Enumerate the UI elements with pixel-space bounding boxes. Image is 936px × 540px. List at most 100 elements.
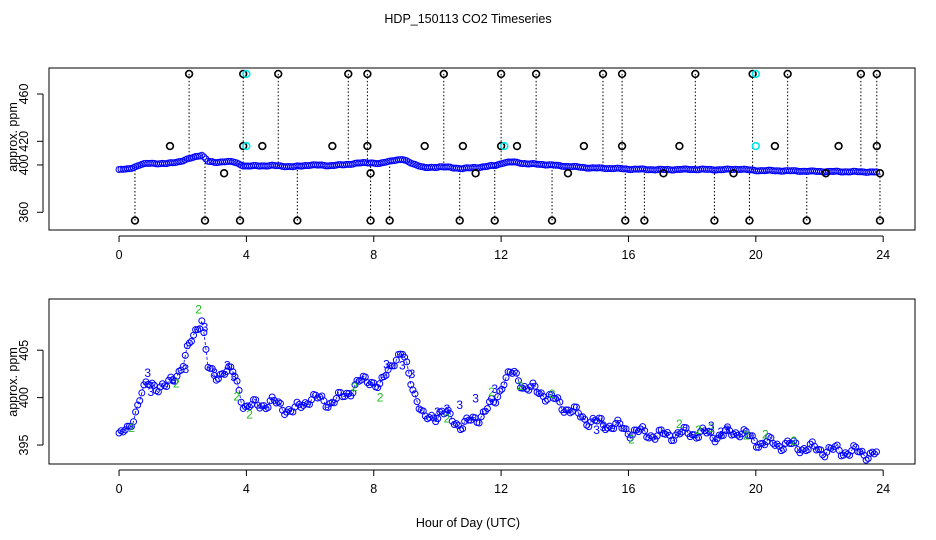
label-3-mark: 3 <box>708 419 715 433</box>
co2-point <box>322 403 330 411</box>
co2-point <box>434 415 442 423</box>
high-outlier-marker <box>783 69 792 79</box>
low-outlier-marker <box>547 216 557 225</box>
x-tick-label: 12 <box>494 482 508 496</box>
co2-point <box>800 445 808 453</box>
co2-point <box>746 432 754 440</box>
co2-point <box>196 325 204 333</box>
co2-point <box>233 377 241 385</box>
mid-outlier-marker <box>675 141 684 151</box>
co2-point <box>661 430 669 438</box>
co2-point <box>508 369 516 377</box>
co2-point <box>502 374 510 382</box>
co2-point <box>297 404 305 412</box>
y-tick-label: 460 <box>17 84 31 105</box>
bottom-y-axis: 395 400 405 <box>17 340 44 455</box>
co2-point <box>376 380 384 388</box>
co2-point <box>624 430 632 438</box>
label-3-mark: 3 <box>211 366 218 380</box>
mid-outlier-marker <box>165 141 175 151</box>
label-2-mark: 2 <box>743 429 750 443</box>
co2-point <box>136 397 144 405</box>
co2-point <box>870 450 878 458</box>
co2-point <box>198 151 206 159</box>
co2-point <box>872 448 880 456</box>
co2-point <box>581 415 589 423</box>
label-2-mark: 2 <box>246 408 253 422</box>
bottom-plot-frame <box>48 298 916 465</box>
low-outlier-marker <box>490 216 499 225</box>
co2-point <box>446 410 454 418</box>
co2-point <box>686 433 694 441</box>
x-tick-label: 4 <box>243 482 250 496</box>
co2-point <box>403 358 411 366</box>
label-3-mark: 3 <box>230 370 237 384</box>
co2-point <box>181 351 189 359</box>
high-outlier-marker <box>691 69 700 79</box>
co2-point <box>425 414 433 422</box>
co2-point <box>208 365 216 373</box>
mid-outlier-marker <box>363 141 372 151</box>
label-2-mark: 2 <box>628 432 635 446</box>
label-3-mark: 3 <box>444 402 451 416</box>
cyan-marker <box>500 141 509 151</box>
top-panel: approx. ppm 0 4 8 12 16 20 24 360 400 420 460 <box>6 67 916 262</box>
co2-point <box>512 369 520 377</box>
co2-point <box>266 397 274 405</box>
co2-point <box>862 456 870 464</box>
co2-point <box>750 437 758 445</box>
label-2-mark: 2 <box>517 379 524 393</box>
co2-point <box>214 375 222 383</box>
co2-point <box>187 337 195 345</box>
high-outlier-marker <box>531 69 541 79</box>
co2-point <box>430 414 438 422</box>
high-outlier-marker <box>617 69 627 79</box>
x-axis-label: Hour of Day (UTC) <box>416 516 520 530</box>
mid-outlier-marker <box>770 141 780 151</box>
co2-point <box>514 377 522 385</box>
mid-outlier-marker <box>579 141 589 151</box>
co2-point <box>531 382 539 390</box>
co2-point <box>695 433 702 441</box>
label-2-mark: 2 <box>195 302 202 316</box>
co2-point <box>334 388 342 396</box>
high-outlier-marker <box>872 69 881 79</box>
mid-outlier-marker <box>872 141 881 151</box>
co2-point <box>779 445 787 453</box>
co2-point <box>202 345 210 353</box>
co2-point <box>498 385 506 393</box>
x-tick-label: 12 <box>494 248 508 262</box>
y-tick-label: 400 <box>17 387 31 408</box>
co2-point <box>657 426 665 434</box>
low-outlier-marker <box>745 216 754 225</box>
label-2-mark: 2 <box>695 423 702 437</box>
co2-point <box>846 451 854 459</box>
x-tick-label: 4 <box>243 248 250 262</box>
label-2-mark: 2 <box>676 417 683 431</box>
label-3-mark: 3 <box>144 366 151 380</box>
bottom-y-axis-label: approx. ppm <box>6 347 20 416</box>
co2-point <box>850 442 858 450</box>
low-outlier-marker <box>385 216 394 225</box>
baseline-outlier-marker <box>471 169 480 178</box>
label-3-mark: 3 <box>717 425 724 439</box>
mid-outlier-marker <box>834 141 843 151</box>
co2-point <box>541 397 549 405</box>
co2-point <box>734 431 742 439</box>
co2-point <box>614 416 622 424</box>
co2-point <box>231 373 239 381</box>
baseline-outlier-marker <box>219 169 229 178</box>
co2-point <box>121 426 129 434</box>
co2-point <box>612 419 620 427</box>
co2-point <box>177 366 185 374</box>
high-outlier-marker <box>856 69 866 79</box>
label-3-mark: 3 <box>409 367 416 381</box>
co2-point <box>500 381 508 389</box>
top-y-axis-label: approx. ppm <box>6 102 20 171</box>
label-3-mark: 3 <box>456 398 463 412</box>
co2-point <box>792 439 800 447</box>
co2-point <box>301 399 309 407</box>
co2-point <box>533 388 541 396</box>
co2-point <box>769 439 777 447</box>
x-tick-label: 16 <box>622 248 636 262</box>
